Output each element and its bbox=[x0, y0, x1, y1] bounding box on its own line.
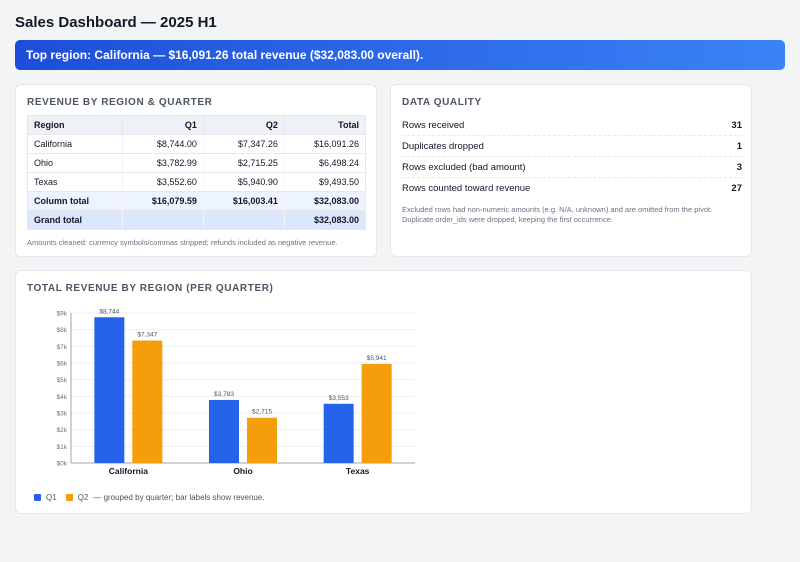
column-total-row: Column total $16,079.59 $16,003.41 $32,0… bbox=[27, 191, 367, 211]
col-header-q2: Q2 bbox=[202, 115, 285, 135]
list-item: Rows received 31 bbox=[402, 115, 742, 136]
bar-q2-texas bbox=[361, 363, 392, 463]
data-label: $2,715 bbox=[252, 409, 272, 416]
table-cell: $16,079.59 bbox=[121, 191, 204, 211]
table-cell: $2,715.25 bbox=[202, 153, 285, 173]
table-cell: $8,744.00 bbox=[121, 134, 204, 154]
legend-label-q1: Q1 bbox=[46, 493, 57, 502]
table-row: California $8,744.00 $7,347.26 $16,091.2… bbox=[27, 134, 367, 154]
data-quality-title: DATA QUALITY bbox=[402, 97, 482, 108]
bar-q2-california bbox=[132, 340, 163, 463]
table-cell: Ohio bbox=[27, 153, 123, 173]
dq-label: Rows counted toward revenue bbox=[402, 183, 531, 194]
table-cell: Texas bbox=[27, 172, 123, 192]
table-cell: $16,091.26 bbox=[283, 134, 367, 154]
bar-q2-ohio bbox=[247, 417, 277, 463]
table-cell: Column total bbox=[27, 191, 123, 211]
pivot-header-row: Region Q1 Q2 Total bbox=[27, 115, 367, 135]
table-cell: California bbox=[27, 134, 123, 154]
dq-label: Duplicates dropped bbox=[402, 140, 484, 152]
x-tick-label: Ohio bbox=[233, 466, 252, 476]
bar-q1-ohio bbox=[209, 399, 239, 463]
data-quality-list: Rows received 31 Duplicates dropped 1 Ro… bbox=[402, 115, 742, 199]
bar-q1-texas bbox=[323, 403, 354, 463]
data-quality-card: DATA QUALITY Rows received 31 Duplicates… bbox=[390, 84, 752, 257]
data-label: $5,941 bbox=[367, 355, 387, 362]
col-header-region: Region bbox=[27, 115, 123, 135]
y-tick-label: $2k bbox=[57, 427, 68, 434]
col-header-total: Total bbox=[283, 115, 367, 135]
y-tick-label: $6k bbox=[57, 361, 68, 368]
table-cell: $5,940.90 bbox=[202, 172, 285, 192]
table-cell bbox=[202, 210, 285, 230]
col-header-q1: Q1 bbox=[121, 115, 204, 135]
dq-label: Rows excluded (bad amount) bbox=[402, 161, 526, 173]
table-cell: $3,552.60 bbox=[121, 172, 204, 192]
data-label: $3,553 bbox=[329, 395, 349, 402]
pivot-title: REVENUE BY REGION & QUARTER bbox=[27, 97, 213, 108]
list-item: Rows counted toward revenue 27 bbox=[402, 178, 742, 199]
y-tick-label: $9k bbox=[57, 311, 68, 318]
table-cell: $32,083.00 bbox=[283, 210, 367, 230]
legend-label-q2: Q2 bbox=[77, 493, 89, 502]
data-label: $3,783 bbox=[214, 391, 234, 398]
top-region-banner: Top region: California — $16,091.26 tota… bbox=[15, 40, 785, 70]
table-cell: $7,347.26 bbox=[202, 134, 285, 154]
chart-legend: Q1 Q2 — grouped by quarter; bar labels s… bbox=[34, 493, 265, 502]
data-label: $8,744 bbox=[99, 308, 119, 315]
pivot-card: REVENUE BY REGION & QUARTER Region Q1 Q2… bbox=[15, 84, 377, 257]
y-tick-label: $4k bbox=[57, 394, 68, 401]
dq-value: 31 bbox=[731, 119, 742, 131]
page-title: Sales Dashboard — 2025 H1 bbox=[15, 14, 217, 31]
grand-total-row: Grand total $32,083.00 bbox=[27, 210, 367, 230]
table-cell: $3,782.99 bbox=[121, 153, 204, 173]
dq-label: Rows received bbox=[402, 119, 465, 131]
list-item: Rows excluded (bad amount) 3 bbox=[402, 157, 742, 178]
pivot-note: Amounts cleaned: currency symbols/commas… bbox=[27, 238, 338, 247]
chart-title: TOTAL REVENUE BY REGION (PER QUARTER) bbox=[27, 283, 274, 294]
table-row: Ohio $3,782.99 $2,715.25 $6,498.24 bbox=[27, 153, 367, 173]
table-row: Texas $3,552.60 $5,940.90 $9,493.50 bbox=[27, 172, 367, 192]
table-cell bbox=[121, 210, 204, 230]
y-tick-label: $5k bbox=[57, 377, 68, 384]
table-cell: $9,493.50 bbox=[283, 172, 367, 192]
dq-value: 3 bbox=[736, 161, 742, 173]
y-tick-label: $0k bbox=[57, 461, 68, 468]
revenue-bar-chart: $0k $1k $2k $3k $4k $5k $6k $7k $8k $9k $8,744 $7,3… bbox=[57, 308, 415, 476]
y-tick-label: $7k bbox=[57, 344, 68, 351]
y-tick-label: $3k bbox=[57, 411, 68, 418]
table-cell: $6,498.24 bbox=[283, 153, 367, 173]
dq-value: 1 bbox=[736, 140, 742, 152]
legend-swatch-q1 bbox=[34, 494, 41, 501]
x-tick-label: California bbox=[109, 466, 148, 476]
data-quality-note: Excluded rows had non-numeric amounts (e… bbox=[402, 205, 713, 224]
pivot-table: Region Q1 Q2 Total California $8,744.00 … bbox=[27, 115, 367, 230]
y-tick-label: $8k bbox=[57, 327, 68, 334]
list-item: Duplicates dropped 1 bbox=[402, 136, 742, 157]
dq-value: 27 bbox=[731, 183, 742, 194]
chart-card: TOTAL REVENUE BY REGION (PER QUARTER) $0… bbox=[15, 270, 752, 514]
y-tick-label: $1k bbox=[57, 444, 68, 451]
table-cell: $16,003.41 bbox=[202, 191, 285, 211]
data-label: $7,347 bbox=[137, 332, 157, 339]
table-cell: $32,083.00 bbox=[283, 191, 367, 211]
x-tick-label: Texas bbox=[346, 466, 370, 476]
legend-note: — grouped by quarter; bar labels show re… bbox=[93, 493, 265, 502]
legend-swatch-q2 bbox=[65, 494, 73, 501]
table-cell: Grand total bbox=[27, 210, 123, 230]
bar-q1-california bbox=[94, 317, 125, 463]
